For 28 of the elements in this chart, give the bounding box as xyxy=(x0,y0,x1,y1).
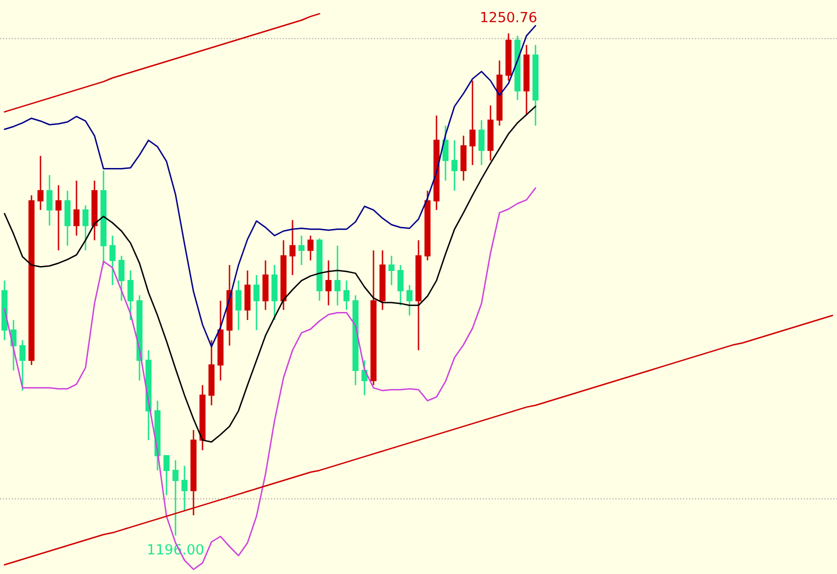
candlestick xyxy=(334,245,341,306)
candlestick xyxy=(325,260,332,306)
candlestick xyxy=(37,155,44,211)
candlestick xyxy=(451,140,458,192)
candlestick xyxy=(235,280,242,331)
candlestick xyxy=(163,455,170,496)
candlestick xyxy=(388,255,395,286)
candlestick xyxy=(181,465,188,512)
candlestick xyxy=(298,234,305,266)
candlestick xyxy=(343,280,350,311)
candlestick xyxy=(82,204,89,252)
candlestick xyxy=(289,219,296,276)
candlestick xyxy=(109,234,116,286)
candlestick xyxy=(406,284,413,316)
candlestick xyxy=(118,255,125,302)
candlestick xyxy=(73,180,80,236)
candlestick xyxy=(253,274,260,331)
candlestick xyxy=(397,264,404,306)
candlestick xyxy=(442,124,449,182)
candlestick xyxy=(469,80,476,166)
candlestick xyxy=(478,119,485,166)
candlestick xyxy=(127,270,134,321)
annotation: 1250.76 xyxy=(481,12,536,22)
candlestick xyxy=(172,460,179,536)
candlestick xyxy=(19,339,26,392)
candlestick xyxy=(55,184,62,252)
candlestick xyxy=(46,174,53,226)
candlestick xyxy=(307,234,314,262)
